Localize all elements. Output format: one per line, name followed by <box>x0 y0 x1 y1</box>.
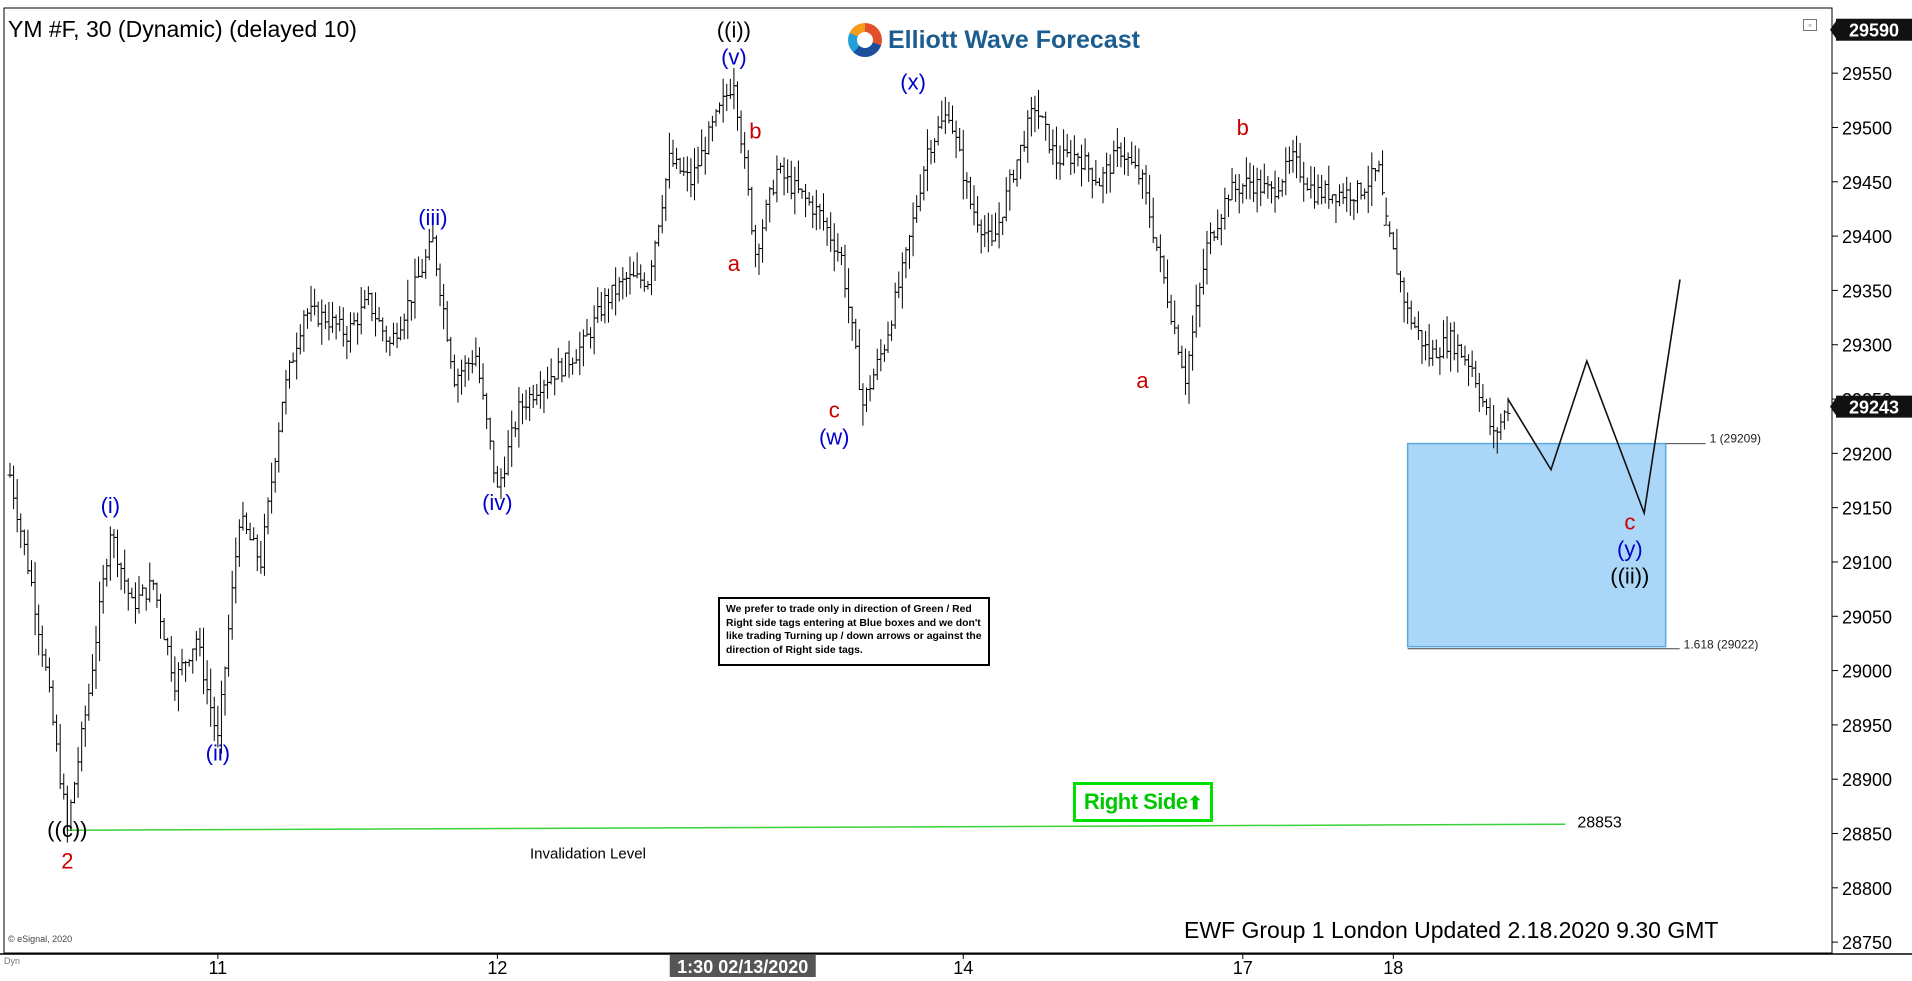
wave-label: b <box>749 118 761 143</box>
wave-label: (ii) <box>206 741 230 766</box>
x-tick-label: 12 <box>487 958 507 978</box>
fib-target-box[interactable] <box>1406 442 1667 648</box>
last-price-marker-box <box>1836 18 1912 41</box>
x-cursor-box <box>669 955 816 977</box>
y-tick-label: 29050 <box>1842 607 1892 627</box>
y-tick-label: 28950 <box>1842 716 1892 736</box>
trading-note: We prefer to trade only in direction of … <box>718 597 990 666</box>
elliott-wave-logo-icon <box>848 23 882 57</box>
current-price-marker-box <box>1836 395 1912 418</box>
wave-label: (v) <box>721 44 747 69</box>
y-tick-label: 29400 <box>1842 227 1892 247</box>
wave-label: a <box>1136 368 1149 393</box>
y-tick-label: 29100 <box>1842 553 1892 573</box>
y-tick-label: 28800 <box>1842 879 1892 899</box>
wave-label: ((i)) <box>717 17 751 42</box>
y-tick-label: 29300 <box>1842 336 1892 356</box>
brand-logo: Elliott Wave Forecast <box>848 20 1140 60</box>
y-tick-label: 29150 <box>1842 499 1892 519</box>
y-tick-label: 29550 <box>1842 64 1892 84</box>
x-tick-label: 17 <box>1233 958 1253 978</box>
wave-label: 2 <box>61 848 73 873</box>
x-tick-label: 11 <box>209 958 228 978</box>
copyright-label: © eSignal, 2020 <box>8 934 73 944</box>
wave-label: ((ii)) <box>1610 564 1649 589</box>
invalidation-line <box>67 823 1566 832</box>
last-price-marker-pointer <box>1830 19 1837 40</box>
wave-label: a <box>728 251 741 276</box>
wave-label: (iii) <box>418 205 447 230</box>
fib-bottom-label: 1.618 (29022) <box>1684 638 1759 652</box>
right-side-label: Right Side <box>1083 789 1188 814</box>
logo-text: Elliott Wave Forecast <box>888 25 1140 54</box>
y-tick-label: 29200 <box>1842 444 1892 464</box>
projection-path <box>1507 279 1681 517</box>
x-tick-label: 18 <box>1383 958 1403 978</box>
wave-label: c <box>829 398 840 423</box>
up-arrow-icon: ⬆ <box>1187 793 1203 813</box>
y-tick-label: 29450 <box>1842 173 1892 193</box>
fib-top-label: 1 (29209) <box>1710 432 1761 446</box>
plot-frame <box>3 7 1833 954</box>
y-tick-label: 29000 <box>1842 662 1892 682</box>
wave-label: (w) <box>819 425 850 450</box>
restore-window-icon[interactable]: ▫ <box>1803 19 1817 31</box>
current-price-marker-pointer <box>1830 396 1837 417</box>
y-tick-label: 29500 <box>1842 118 1892 138</box>
wave-label: (i) <box>101 493 121 518</box>
last-price-marker-label: 29590 <box>1849 21 1899 41</box>
wave-label: c <box>1624 509 1635 534</box>
right-side-tag: Right Side⬆ <box>1073 782 1213 822</box>
wave-label: (iv) <box>482 490 513 515</box>
update-footer: EWF Group 1 London Updated 2.18.2020 9.3… <box>1184 917 1719 943</box>
wave-label: b <box>1237 115 1249 140</box>
y-tick-label: 29350 <box>1842 281 1892 301</box>
x-tick-label: 14 <box>953 958 973 978</box>
y-tick-label: 28850 <box>1842 825 1892 845</box>
wave-label: ((c)) <box>47 817 87 842</box>
wave-label: (y) <box>1617 537 1643 562</box>
wave-label: (x) <box>900 69 926 94</box>
chart-title: YM #F, 30 (Dynamic) (delayed 10) <box>8 16 357 42</box>
y-tick-label: 28900 <box>1842 770 1892 790</box>
current-price-marker-label: 29243 <box>1849 398 1899 418</box>
dyn-label: Dyn <box>4 956 21 966</box>
y-tick-label: 28750 <box>1842 933 1892 953</box>
invalidation-text: Invalidation Level <box>530 845 646 862</box>
x-tick-label: 1:30 02/13/2020 <box>677 957 808 977</box>
invalidation-value: 28853 <box>1577 814 1622 831</box>
